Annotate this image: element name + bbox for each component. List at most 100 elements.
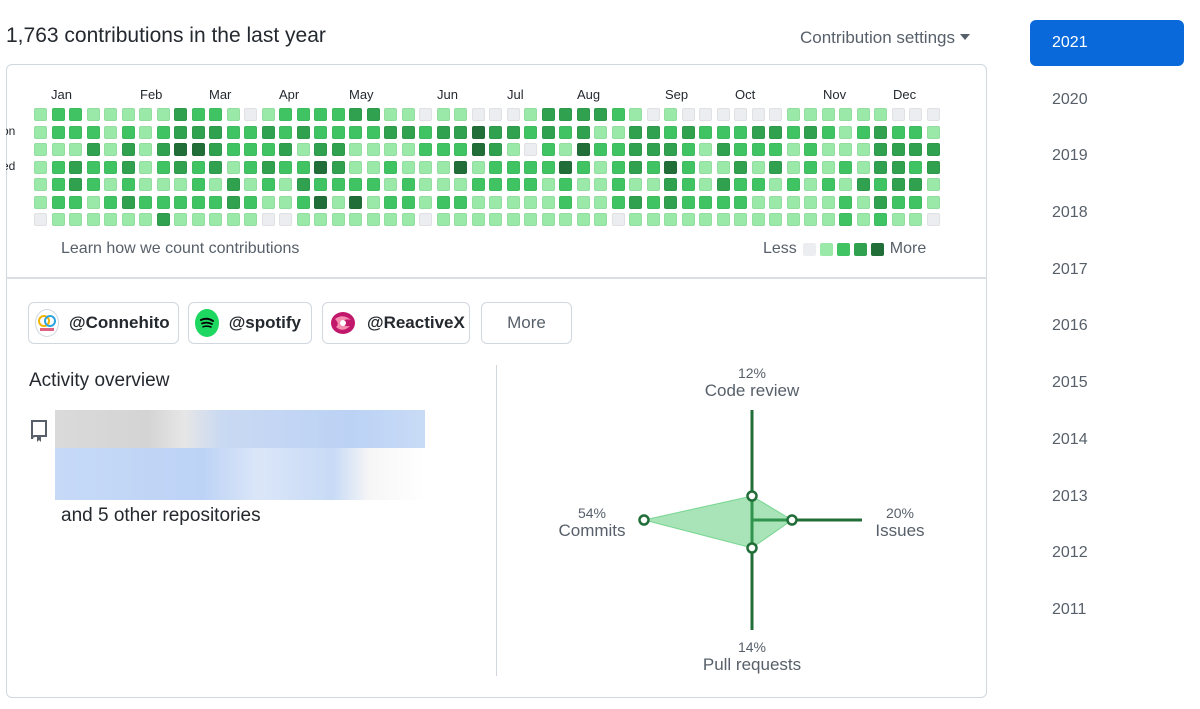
contribution-day[interactable] xyxy=(804,108,817,121)
contribution-day[interactable] xyxy=(751,213,765,226)
contribution-day[interactable] xyxy=(734,213,747,226)
contribution-day[interactable] xyxy=(104,160,117,174)
contribution-day[interactable] xyxy=(121,195,135,209)
contribution-day[interactable] xyxy=(821,143,835,156)
contribution-day[interactable] xyxy=(314,195,327,209)
contribution-day[interactable] xyxy=(436,160,450,174)
contribution-day[interactable] xyxy=(576,213,590,226)
contribution-day[interactable] xyxy=(86,178,100,191)
contribution-day[interactable] xyxy=(629,108,642,121)
contribution-day[interactable] xyxy=(716,143,730,156)
redacted-repository-link[interactable] xyxy=(55,410,425,448)
contribution-day[interactable] xyxy=(331,213,345,226)
contribution-day[interactable] xyxy=(139,108,152,121)
contribution-day[interactable] xyxy=(261,125,275,139)
contribution-day[interactable] xyxy=(174,125,187,139)
year-link-2011[interactable]: 2011 xyxy=(1052,600,1087,618)
contribution-day[interactable] xyxy=(174,195,187,209)
contribution-day[interactable] xyxy=(489,125,502,139)
contribution-day[interactable] xyxy=(349,143,362,156)
contribution-day[interactable] xyxy=(209,195,222,209)
year-link-2021[interactable]: 2021 xyxy=(1030,20,1184,66)
contribution-day[interactable] xyxy=(751,125,765,139)
contribution-day[interactable] xyxy=(174,143,187,156)
year-link-2018[interactable]: 2018 xyxy=(1052,204,1088,222)
contribution-day[interactable] xyxy=(384,143,397,156)
contribution-day[interactable] xyxy=(279,108,292,121)
contribution-day[interactable] xyxy=(69,108,82,121)
contribution-day[interactable] xyxy=(454,143,467,156)
contribution-day[interactable] xyxy=(716,160,730,174)
contribution-day[interactable] xyxy=(244,195,257,209)
year-link-2016[interactable]: 2016 xyxy=(1052,317,1088,335)
contribution-day[interactable] xyxy=(121,143,135,156)
contribution-day[interactable] xyxy=(821,213,835,226)
contribution-day[interactable] xyxy=(856,195,870,209)
contribution-day[interactable] xyxy=(226,143,240,156)
contribution-day[interactable] xyxy=(174,178,187,191)
contribution-day[interactable] xyxy=(891,195,905,209)
contribution-day[interactable] xyxy=(366,125,380,139)
contribution-day[interactable] xyxy=(244,108,257,121)
contribution-day[interactable] xyxy=(454,213,467,226)
contribution-day[interactable] xyxy=(541,160,555,174)
contribution-day[interactable] xyxy=(454,108,467,121)
contribution-day[interactable] xyxy=(261,213,275,226)
contribution-day[interactable] xyxy=(646,195,660,209)
contribution-day[interactable] xyxy=(909,178,922,191)
contribution-day[interactable] xyxy=(594,125,607,139)
contribution-day[interactable] xyxy=(86,143,100,156)
contribution-day[interactable] xyxy=(156,178,170,191)
contribution-day[interactable] xyxy=(314,125,327,139)
contribution-day[interactable] xyxy=(909,125,922,139)
contribution-day[interactable] xyxy=(261,143,275,156)
contribution-day[interactable] xyxy=(384,178,397,191)
contribution-day[interactable] xyxy=(226,178,240,191)
contribution-day[interactable] xyxy=(646,213,660,226)
year-link-2015[interactable]: 2015 xyxy=(1052,374,1088,392)
contribution-day[interactable] xyxy=(34,143,47,156)
contribution-day[interactable] xyxy=(839,143,852,156)
contribution-day[interactable] xyxy=(384,125,397,139)
contribution-day[interactable] xyxy=(191,195,205,209)
contribution-day[interactable] xyxy=(786,195,800,209)
contribution-day[interactable] xyxy=(804,178,817,191)
contribution-day[interactable] xyxy=(191,213,205,226)
contribution-day[interactable] xyxy=(681,195,695,209)
contribution-day[interactable] xyxy=(279,178,292,191)
contribution-day[interactable] xyxy=(874,178,887,191)
contribution-day[interactable] xyxy=(489,143,502,156)
contribution-day[interactable] xyxy=(436,213,450,226)
contribution-day[interactable] xyxy=(734,178,747,191)
contribution-day[interactable] xyxy=(734,125,747,139)
contribution-day[interactable] xyxy=(926,178,940,191)
contribution-day[interactable] xyxy=(891,143,905,156)
contribution-day[interactable] xyxy=(524,125,537,139)
contribution-day[interactable] xyxy=(86,125,100,139)
contribution-day[interactable] xyxy=(594,143,607,156)
contribution-day[interactable] xyxy=(611,213,625,226)
contribution-day[interactable] xyxy=(769,125,782,139)
contribution-day[interactable] xyxy=(839,213,852,226)
contribution-day[interactable] xyxy=(384,213,397,226)
contribution-day[interactable] xyxy=(594,178,607,191)
contribution-day[interactable] xyxy=(786,178,800,191)
contribution-day[interactable] xyxy=(524,178,537,191)
contribution-day[interactable] xyxy=(86,213,100,226)
contribution-day[interactable] xyxy=(69,143,82,156)
contribution-day[interactable] xyxy=(524,195,537,209)
contribution-day[interactable] xyxy=(926,160,940,174)
contribution-day[interactable] xyxy=(209,125,222,139)
contribution-day[interactable] xyxy=(786,213,800,226)
contribution-day[interactable] xyxy=(191,108,205,121)
contribution-day[interactable] xyxy=(314,143,327,156)
contribution-day[interactable] xyxy=(874,143,887,156)
contribution-day[interactable] xyxy=(839,108,852,121)
contribution-day[interactable] xyxy=(471,178,485,191)
contribution-day[interactable] xyxy=(874,213,887,226)
contribution-day[interactable] xyxy=(349,178,362,191)
contribution-day[interactable] xyxy=(454,160,467,174)
contribution-day[interactable] xyxy=(506,108,520,121)
year-link-2020[interactable]: 2020 xyxy=(1052,90,1088,108)
contribution-day[interactable] xyxy=(261,160,275,174)
